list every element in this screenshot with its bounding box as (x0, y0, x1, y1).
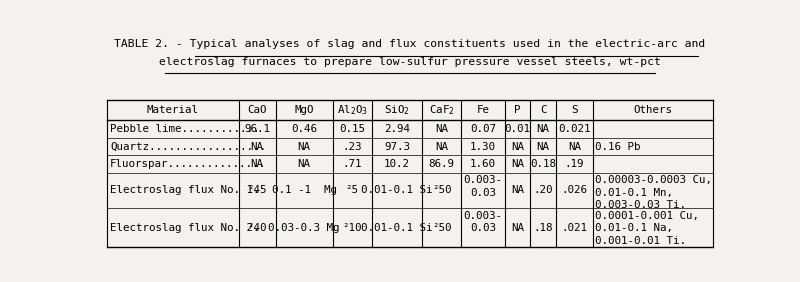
Text: C: C (540, 105, 546, 115)
Text: 0.01-0.1 Si: 0.01-0.1 Si (361, 223, 433, 233)
Text: NA: NA (435, 124, 448, 134)
Text: 0.18: 0.18 (530, 159, 556, 169)
Text: ²50: ²50 (432, 185, 451, 195)
Text: 96.1: 96.1 (244, 124, 270, 134)
Text: MgO: MgO (294, 105, 314, 115)
Text: 0.00003-0.0003 Cu,
0.01-0.1 Mn,
0.003-0.03 Ti.: 0.00003-0.0003 Cu, 0.01-0.1 Mn, 0.003-0.… (595, 175, 712, 210)
Text: 10.2: 10.2 (384, 159, 410, 169)
Text: 86.9: 86.9 (429, 159, 454, 169)
Text: NA: NA (250, 159, 263, 169)
Text: 0.46: 0.46 (291, 124, 317, 134)
Text: Quartz..................: Quartz.................. (110, 142, 266, 151)
Text: Electroslag flux No. 1.: Electroslag flux No. 1. (110, 185, 259, 195)
Text: Al$_2$O$_3$: Al$_2$O$_3$ (337, 103, 368, 117)
Text: NA: NA (250, 142, 263, 151)
Text: Others: Others (634, 105, 672, 115)
Text: Pebble lime............: Pebble lime............ (110, 124, 259, 134)
Text: 0.003-
0.03: 0.003- 0.03 (463, 175, 502, 198)
Text: NA: NA (298, 159, 310, 169)
Text: NA: NA (511, 223, 524, 233)
Text: 1.30: 1.30 (470, 142, 496, 151)
Text: ²45: ²45 (247, 185, 266, 195)
Text: .23: .23 (342, 142, 362, 151)
Text: NA: NA (511, 142, 524, 151)
Text: .71: .71 (342, 159, 362, 169)
Text: 0.07: 0.07 (470, 124, 496, 134)
Text: .20: .20 (534, 185, 553, 195)
Text: Material: Material (147, 105, 199, 115)
Text: NA: NA (298, 142, 310, 151)
Text: P: P (514, 105, 521, 115)
Text: NA: NA (511, 159, 524, 169)
Text: 0.003-
0.03: 0.003- 0.03 (463, 211, 502, 233)
Text: Electroslag flux No. 2.: Electroslag flux No. 2. (110, 223, 259, 233)
Text: ²40: ²40 (247, 223, 266, 233)
Text: 0.16 Pb: 0.16 Pb (595, 142, 641, 151)
Text: NA: NA (435, 142, 448, 151)
Text: 0.0001-0.001 Cu,
0.01-0.1 Na,
0.001-0.01 Ti.: 0.0001-0.001 Cu, 0.01-0.1 Na, 0.001-0.01… (595, 211, 699, 246)
Text: Fluorspar...............: Fluorspar............... (110, 159, 266, 169)
Text: ²5: ²5 (346, 185, 358, 195)
Text: ²10: ²10 (342, 223, 362, 233)
Text: .18: .18 (534, 223, 553, 233)
Text: 0.1 -1  Mg: 0.1 -1 Mg (272, 185, 337, 195)
Text: CaO: CaO (247, 105, 266, 115)
Text: ²50: ²50 (432, 223, 451, 233)
Text: 0.03-0.3 Mg: 0.03-0.3 Mg (268, 223, 340, 233)
Text: 2.94: 2.94 (384, 124, 410, 134)
Text: NA: NA (537, 124, 550, 134)
Text: TABLE 2. - Typical analyses of slag and flux constituents used in the electric-a: TABLE 2. - Typical analyses of slag and … (114, 39, 706, 49)
Text: 0.15: 0.15 (339, 124, 365, 134)
Text: .19: .19 (565, 159, 584, 169)
Text: SiO$_2$: SiO$_2$ (384, 103, 410, 117)
Text: .026: .026 (562, 185, 587, 195)
Text: NA: NA (537, 142, 550, 151)
Text: 97.3: 97.3 (384, 142, 410, 151)
Text: S: S (571, 105, 578, 115)
Text: NA: NA (568, 142, 581, 151)
Text: NA: NA (511, 185, 524, 195)
Text: .021: .021 (562, 223, 587, 233)
Text: 0.01-0.1 Si: 0.01-0.1 Si (361, 185, 433, 195)
Text: 0.01: 0.01 (505, 124, 530, 134)
Text: electroslag furnaces to prepare low-sulfur pressure vessel steels, wt-pct: electroslag furnaces to prepare low-sulf… (159, 57, 661, 67)
Text: 0.021: 0.021 (558, 124, 590, 134)
Text: 1.60: 1.60 (470, 159, 496, 169)
Text: CaF$_2$: CaF$_2$ (429, 103, 454, 117)
Text: Fe: Fe (477, 105, 490, 115)
